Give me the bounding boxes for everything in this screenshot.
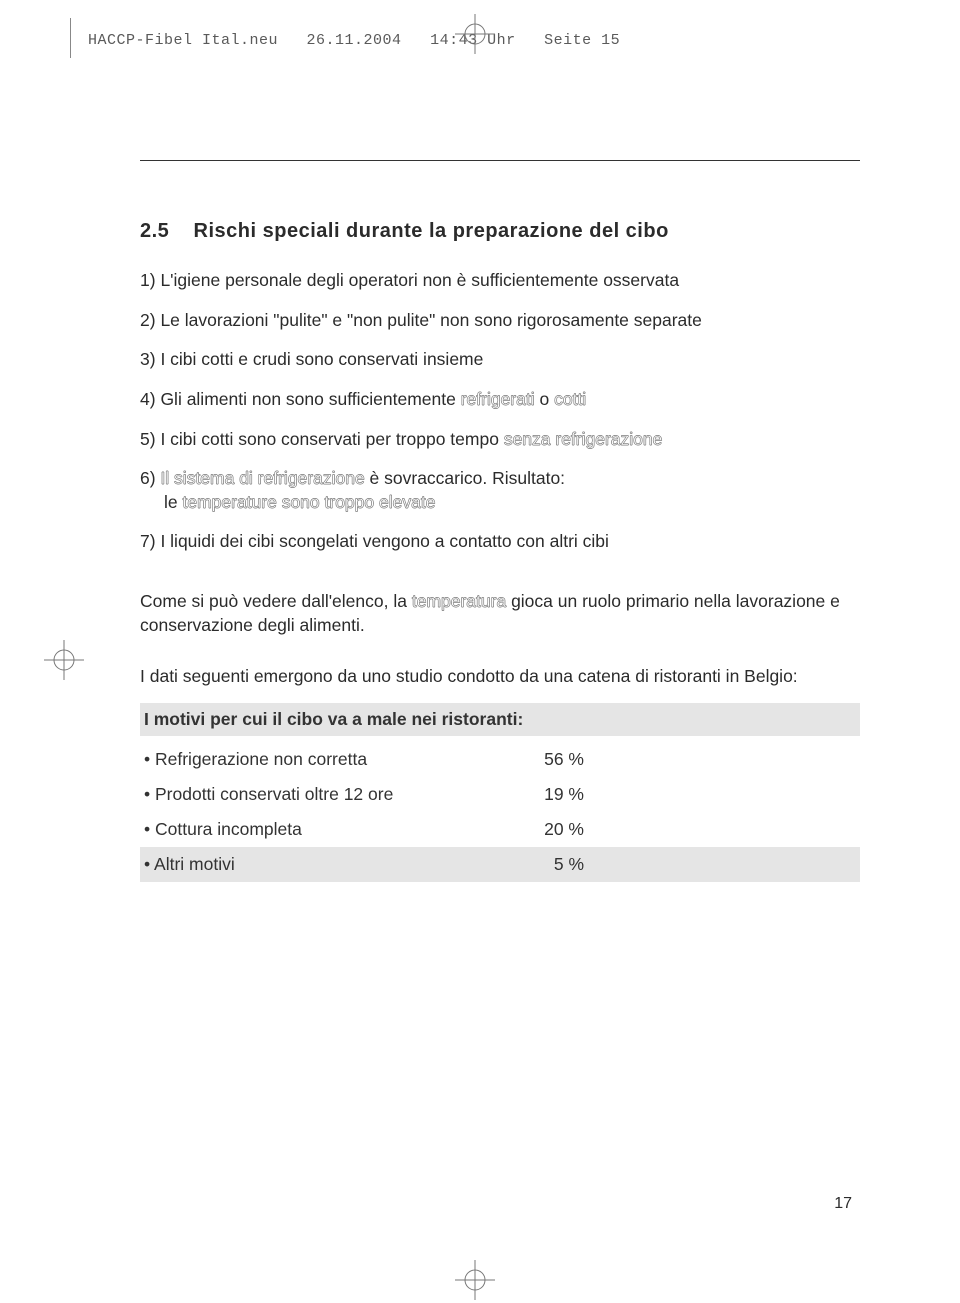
print-date: 26.11.2004 bbox=[307, 32, 402, 49]
paragraph-1: Come si può vedere dall'elenco, la tempe… bbox=[140, 590, 860, 637]
table-value: 19 % bbox=[514, 784, 584, 805]
section-number: 2.5 bbox=[140, 220, 169, 242]
outline-text: temperatura bbox=[412, 591, 506, 611]
risk-item-7: 7) I liquidi dei cibi scongelati vengono… bbox=[140, 530, 860, 554]
outline-text: cotti bbox=[554, 389, 586, 409]
table-row: • Cottura incompleta 20 % bbox=[140, 812, 860, 847]
table-label: • Altri motivi bbox=[144, 854, 514, 875]
table-row: • Altri motivi 5 % bbox=[140, 847, 860, 882]
table-row: • Prodotti conservati oltre 12 ore 19 % bbox=[140, 777, 860, 812]
risk-item-2: 2) Le lavorazioni "pulite" e "non pulite… bbox=[140, 309, 860, 333]
outline-text: senza refrigerazione bbox=[504, 429, 663, 449]
table-title: I motivi per cui il cibo va a male nei r… bbox=[140, 703, 860, 736]
section-heading: Rischi speciali durante la preparazione … bbox=[194, 220, 669, 242]
table-value: 56 % bbox=[514, 749, 584, 770]
registration-mark-top bbox=[455, 14, 495, 54]
risk-item-4: 4) Gli alimenti non sono sufficientement… bbox=[140, 388, 860, 412]
risk-item-3: 3) I cibi cotti e crudi sono conservati … bbox=[140, 348, 860, 372]
print-page: Seite 15 bbox=[544, 32, 620, 49]
table-label: • Prodotti conservati oltre 12 ore bbox=[144, 784, 514, 805]
table-value: 5 % bbox=[514, 854, 584, 875]
page-content: 2.5 Rischi speciali durante la preparazi… bbox=[140, 220, 860, 882]
table-label: • Refrigerazione non corretta bbox=[144, 749, 514, 770]
risk-item-6: 6) Il sistema di refrigerazione è sovrac… bbox=[140, 467, 860, 514]
outline-text: refrigerati bbox=[461, 389, 535, 409]
table-row: • Refrigerazione non corretta 56 % bbox=[140, 742, 860, 777]
section-title: 2.5 Rischi speciali durante la preparazi… bbox=[140, 220, 860, 243]
risk-item-5: 5) I cibi cotti sono conservati per trop… bbox=[140, 428, 860, 452]
print-file: HACCP-Fibel Ital.neu bbox=[88, 32, 278, 49]
print-header: HACCP-Fibel Ital.neu 26.11.2004 14:43 Uh… bbox=[88, 32, 620, 49]
table-value: 20 % bbox=[514, 819, 584, 840]
registration-mark-bottom bbox=[455, 1260, 495, 1300]
crop-mark bbox=[70, 18, 84, 58]
table-label: • Cottura incompleta bbox=[144, 819, 514, 840]
page-number: 17 bbox=[834, 1195, 852, 1213]
risk-item-1: 1) L'igiene personale degli operatori no… bbox=[140, 269, 860, 293]
outline-text: Il sistema di refrigerazione bbox=[160, 468, 364, 488]
paragraph-2: I dati seguenti emergono da uno studio c… bbox=[140, 665, 860, 689]
divider bbox=[140, 160, 860, 161]
registration-mark-left bbox=[44, 640, 84, 680]
outline-text: temperature sono troppo elevate bbox=[182, 492, 435, 512]
